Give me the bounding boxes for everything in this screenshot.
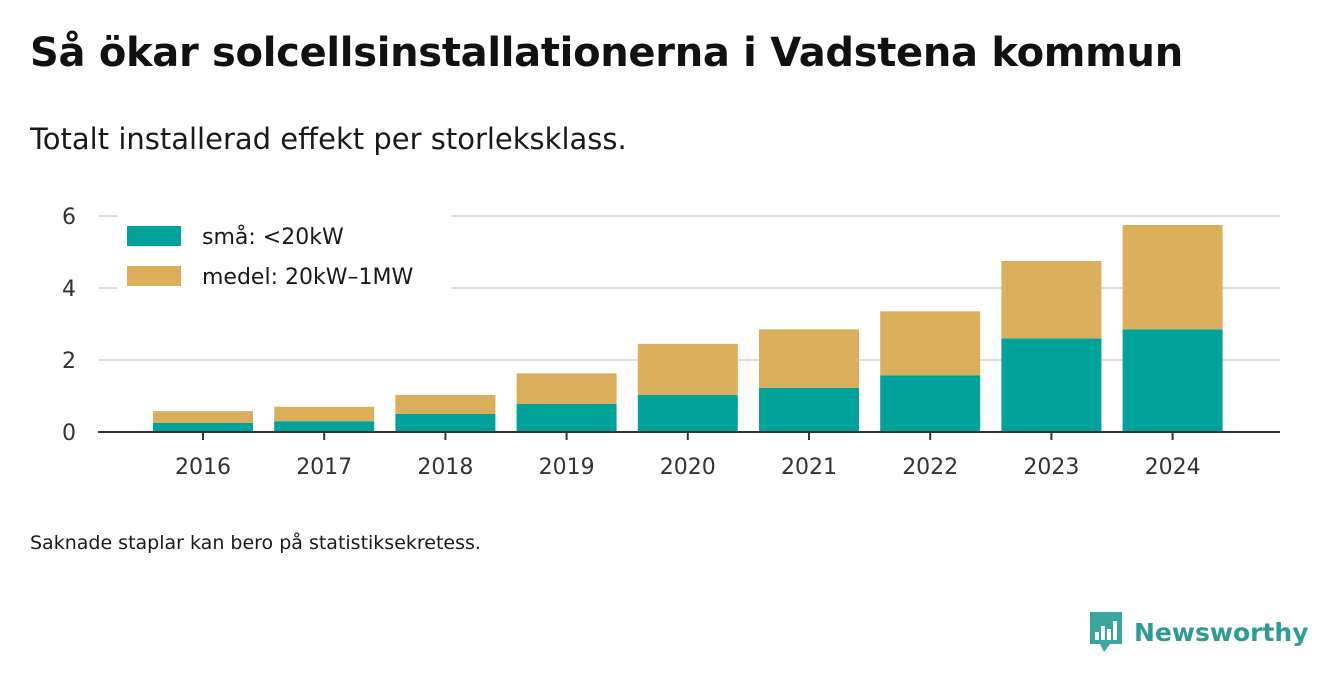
bar-segment-medium [880,311,981,376]
legend-label-medium: medel: 20kW–1MW [202,265,413,290]
x-tick-label: 2016 [175,455,231,480]
x-tick-label: 2018 [417,455,473,480]
bar-segment-medium [1122,225,1223,330]
y-tick-label: 4 [62,277,76,302]
bar-segment-medium [759,329,859,388]
y-tick-label: 2 [62,349,76,374]
x-tick-label: 2020 [660,455,716,480]
bar-segment-medium [395,394,496,414]
bar-segment-small [395,414,496,432]
bar-segment-small [1001,338,1102,432]
bar-segment-medium [516,373,617,404]
bar-segment-medium [1001,261,1102,339]
x-tick-label: 2023 [1023,455,1079,480]
bar-segment-small [516,403,617,432]
x-tick-label: 2017 [296,455,352,480]
x-tick-label: 2024 [1145,455,1201,480]
bar-segment-medium [153,411,253,423]
newsworthy-logo: Newsworthy [1088,610,1309,654]
bar-segment-small [153,423,253,432]
bar-segment-small [1122,329,1223,432]
x-tick-label: 2022 [902,455,958,480]
chart-subtitle: Totalt installerad effekt per storlekskl… [30,122,627,156]
bar-segment-small [274,421,375,432]
newsworthy-logo-icon [1090,612,1122,652]
y-tick-label: 6 [62,205,76,230]
x-tick-label: 2021 [781,455,837,480]
brand-name: Newsworthy [1134,617,1309,647]
x-tick-label: 2019 [539,455,595,480]
chart-title: Så ökar solcellsinstallationerna i Vadst… [30,30,1183,76]
legend-swatch-medium [127,266,181,286]
y-tick-label: 0 [62,421,76,446]
bar-segment-small [880,375,981,432]
bar-segment-small [759,387,859,432]
bar-segment-medium [274,406,375,422]
bar-segment-medium [637,343,738,395]
legend-label-small: små: <20kW [202,224,344,250]
bar-segment-small [637,394,738,432]
footnote: Saknade staplar kan bero på statistiksek… [30,532,481,554]
legend-swatch-small [127,226,181,246]
stacked-bar-chart: små: <20kW medel: 20kW–1MW 0 2 4 6 2016 2017 20… [62,205,1280,480]
